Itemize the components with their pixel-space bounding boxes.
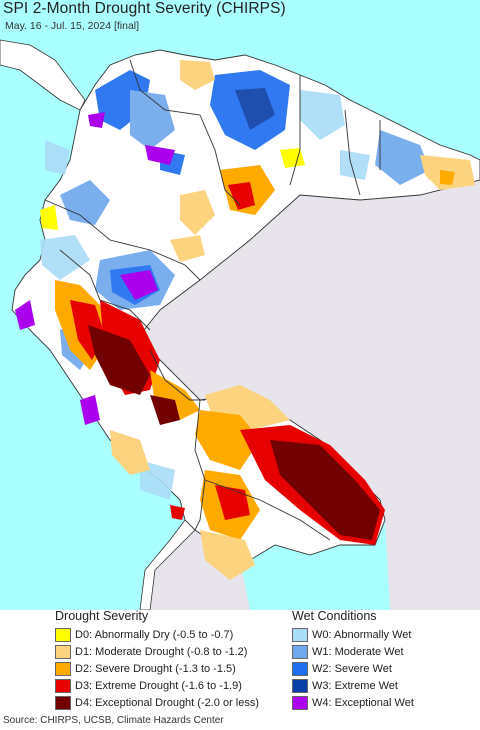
legend-label-w1: W1: Moderate Wet: [312, 645, 404, 658]
country-borders: [44, 59, 381, 541]
legend-swatch-w1: [292, 644, 308, 659]
legend-item-w3: W3: Extreme Wet: [292, 678, 398, 693]
drought-areas: [40, 60, 475, 580]
drought-map: [0, 0, 480, 610]
legend-swatch-d1: [55, 644, 71, 659]
legend-item-w1: W1: Moderate Wet: [292, 644, 404, 659]
drought-legend-heading: Drought Severity: [55, 609, 149, 623]
legend-item-d2: D2: Severe Drought (-1.3 to -1.5): [55, 661, 236, 676]
map-panel: SPI 2-Month Drought Severity (CHIRPS) Ma…: [0, 0, 480, 610]
legend-item-w0: W0: Abnormally Wet: [292, 627, 411, 642]
legend-item-d4: D4: Exceptional Drought (-2.0 or less): [55, 695, 259, 710]
legend-swatch-d2: [55, 661, 71, 676]
legend-item-d1: D1: Moderate Drought (-0.8 to -1.2): [55, 644, 247, 659]
legend-swatch-w3: [292, 678, 308, 693]
map-title: SPI 2-Month Drought Severity (CHIRPS): [3, 0, 286, 17]
map-subtitle: May. 16 - Jul. 15, 2024 [final]: [5, 20, 140, 32]
legend-item-d3: D3: Extreme Drought (-1.6 to -1.9): [55, 678, 242, 693]
legend-swatch-d0: [55, 627, 71, 642]
legend-label-d3: D3: Extreme Drought (-1.6 to -1.9): [75, 679, 242, 692]
legend-label-w4: W4: Exceptional Wet: [312, 696, 414, 709]
legend-swatch-w0: [292, 627, 308, 642]
legend-swatch-d4: [55, 695, 71, 710]
legend-label-d4: D4: Exceptional Drought (-2.0 or less): [75, 696, 260, 709]
legend-item-w2: W2: Severe Wet: [292, 661, 392, 676]
legend-swatch-w2: [292, 661, 308, 676]
legend-label-d1: D1: Moderate Drought (-0.8 to -1.2): [75, 645, 248, 658]
legend-item-d0: D0: Abnormally Dry (-0.5 to -0.7): [55, 627, 233, 642]
legend: Drought Severity Wet Conditions D0: Abno…: [0, 609, 480, 710]
legend-label-d2: D2: Severe Drought (-1.3 to -1.5): [75, 662, 236, 675]
south-coast: [139, 519, 196, 610]
legend-swatch-d3: [55, 678, 71, 693]
outside-region: [140, 180, 480, 610]
wet-legend-heading: Wet Conditions: [292, 609, 377, 623]
exceptional-wet: [15, 112, 175, 425]
legend-label-w3: W3: Extreme Wet: [312, 679, 398, 692]
legend-swatch-w4: [292, 695, 308, 710]
source-credit: Source: CHIRPS, UCSB, Climate Hazards Ce…: [3, 715, 224, 726]
legend-item-w4: W4: Exceptional Wet: [292, 695, 414, 710]
legend-label-d0: D0: Abnormally Dry (-0.5 to -0.7): [75, 628, 234, 641]
legend-label-w0: W0: Abnormally Wet: [312, 628, 412, 641]
legend-label-w2: W2: Severe Wet: [312, 662, 392, 675]
